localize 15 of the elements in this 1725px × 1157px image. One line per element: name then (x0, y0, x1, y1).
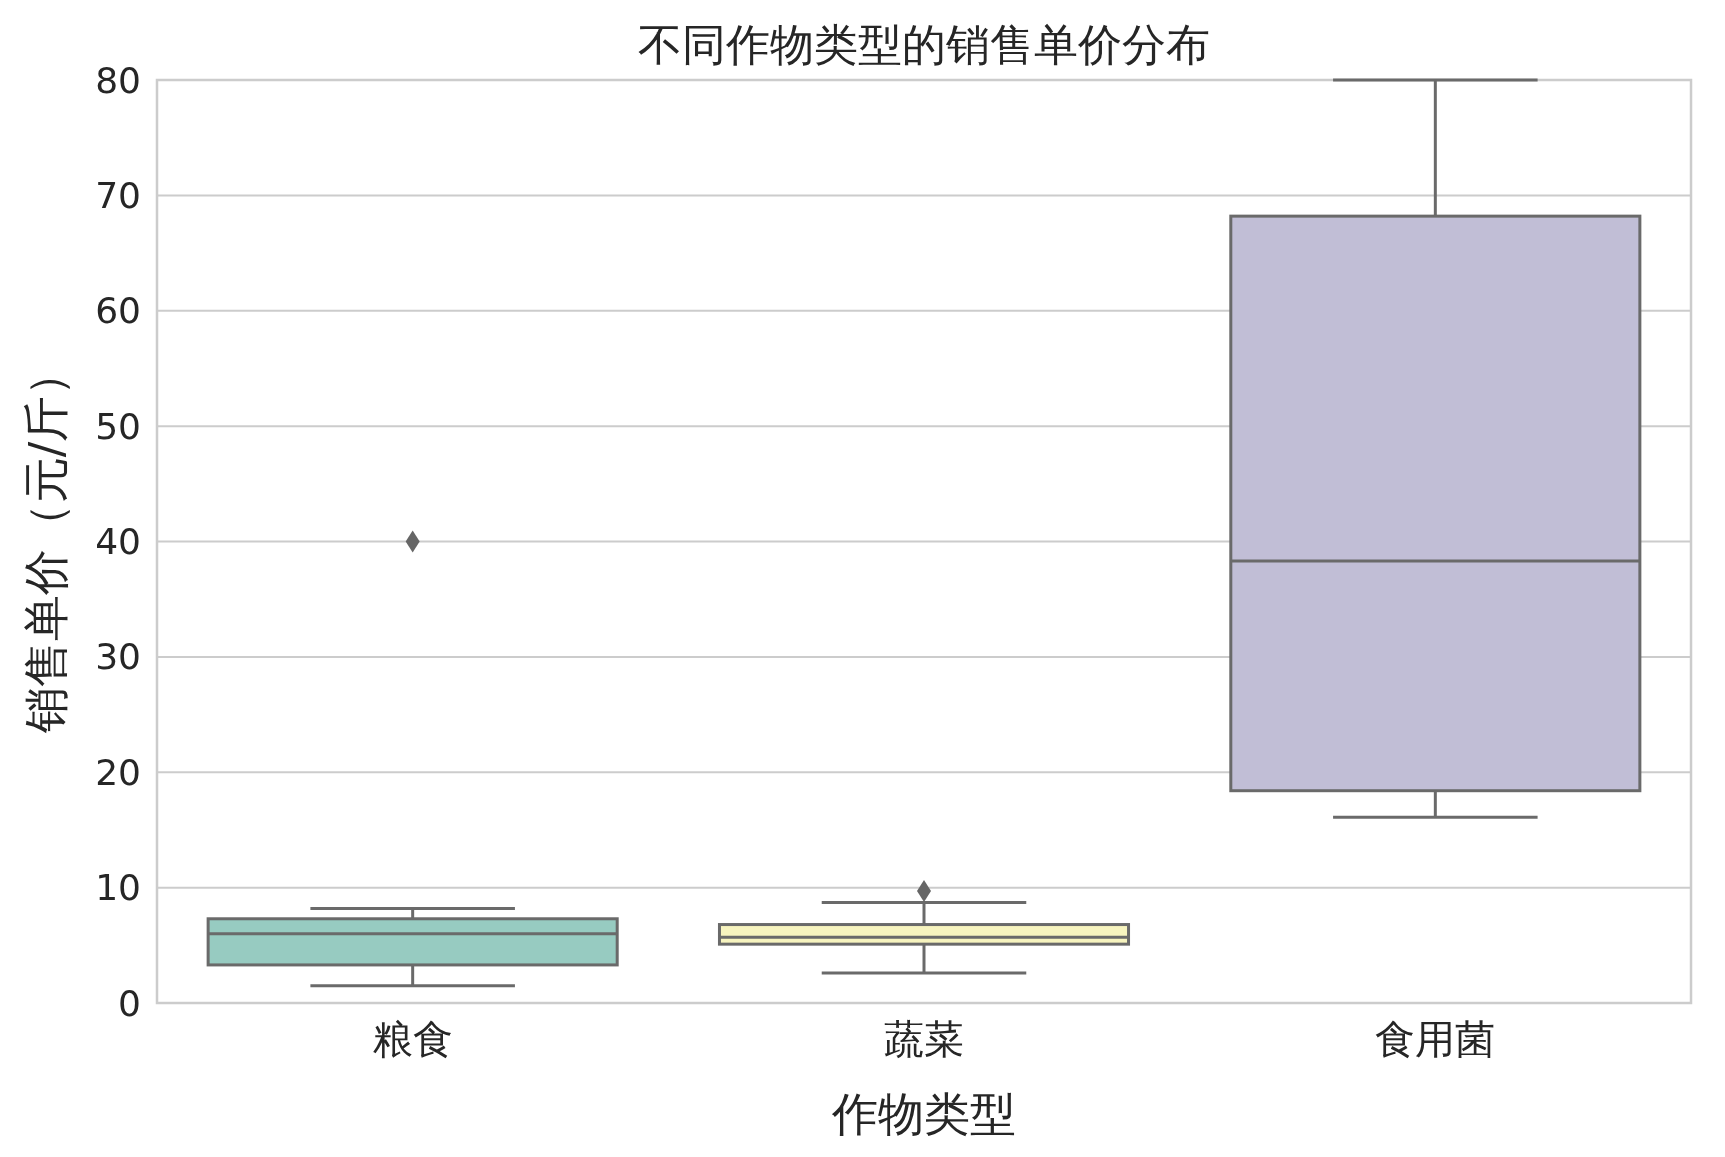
y-tick-label: 30 (95, 636, 141, 678)
y-tick-label: 70 (95, 174, 141, 216)
x-tick-label: 粮食 (372, 1016, 453, 1062)
y-tick-label: 40 (95, 521, 141, 562)
x-tick-label: 食用菌 (1375, 1016, 1496, 1062)
y-tick-label: 50 (95, 405, 141, 447)
y-tick-label: 60 (95, 290, 141, 332)
y-tick-label: 80 (95, 59, 141, 101)
x-axis-title: 作物类型 (831, 1087, 1016, 1141)
y-tick-label: 10 (95, 867, 141, 909)
y-tick-label: 0 (118, 982, 141, 1024)
chart-title: 不同作物类型的销售单价分布 (638, 19, 1210, 70)
y-tick-label: 20 (95, 751, 141, 793)
y-axis-title: 销售单价（元/斤） (19, 349, 73, 735)
x-tick-label: 蔬菜 (884, 1016, 964, 1062)
